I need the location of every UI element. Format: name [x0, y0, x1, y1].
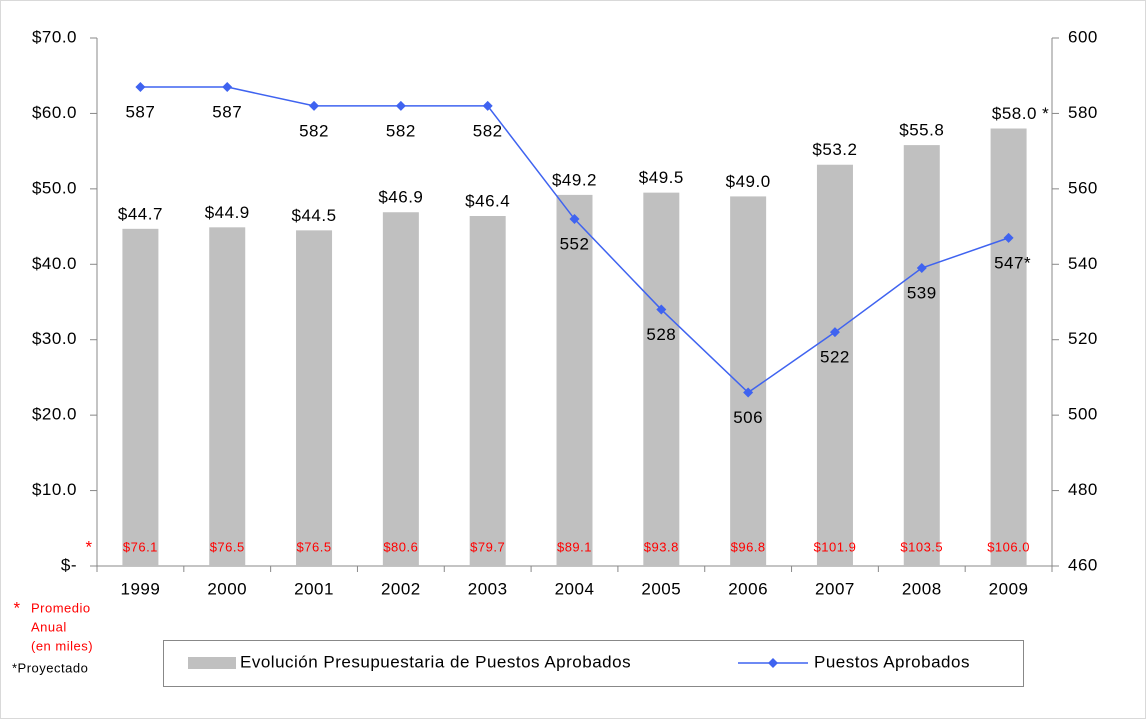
x-tick-label: 2003 [468, 579, 508, 598]
bar-label: $44.9 [205, 203, 250, 222]
line-label: 528 [646, 325, 676, 344]
line-marker [135, 82, 146, 93]
y2-tick-label: 460 [1068, 555, 1098, 574]
y-tick-label: $10.0 [32, 480, 77, 499]
line-marker [482, 100, 493, 111]
line-marker [743, 387, 754, 398]
bar [296, 230, 333, 567]
bar-label: $46.9 [378, 188, 423, 207]
note-asterisk: * [85, 537, 92, 556]
bar-label: $44.7 [118, 204, 163, 223]
x-tick-label: 2002 [381, 579, 421, 598]
y-tick-label: $- [61, 555, 77, 574]
bar-label: $55.8 [899, 121, 944, 140]
line-label: 587 [125, 103, 155, 122]
y-tick-label: $60.0 [32, 103, 77, 122]
y-tick-label: $50.0 [32, 178, 77, 197]
y2-tick-label: 540 [1068, 254, 1098, 273]
bar-label: $53.2 [812, 140, 857, 159]
line-label: 587 [212, 103, 242, 122]
line-label: 522 [820, 348, 850, 367]
legend-swatch [188, 657, 236, 669]
y-tick-label: $40.0 [32, 254, 77, 273]
x-tick-label: 2009 [989, 579, 1029, 598]
bar [556, 194, 593, 567]
legend-label: Evolución Presupuestaria de Puestos Apro… [240, 652, 631, 671]
line-label: 582 [299, 121, 329, 140]
y2-tick-label: 560 [1068, 178, 1098, 197]
x-tick-label: 2007 [815, 579, 855, 598]
average-label: $103.5 [900, 539, 943, 554]
bar [209, 227, 246, 566]
bar-label: $44.5 [292, 206, 337, 225]
projected-note: *Proyectado [12, 660, 88, 675]
y-tick-label: $70.0 [32, 27, 77, 46]
bar-label: $49.2 [552, 170, 597, 189]
y2-tick-label: 500 [1068, 405, 1098, 424]
line-marker [222, 82, 233, 93]
bar [469, 216, 506, 567]
bar-label: $49.5 [639, 168, 684, 187]
bar-label: $49.0 [726, 172, 771, 191]
x-tick-label: 2005 [641, 579, 681, 598]
bar [816, 164, 853, 566]
x-tick-label: 2006 [728, 579, 768, 598]
legend-label: Puestos Aprobados [814, 652, 970, 671]
x-tick-label: 2000 [207, 579, 247, 598]
average-label: $106.0 [987, 539, 1030, 554]
line-label: 582 [386, 121, 416, 140]
x-tick-label: 2008 [902, 579, 942, 598]
bar-label: $46.4 [465, 191, 510, 210]
x-tick-label: 2001 [294, 579, 334, 598]
y2-tick-label: 520 [1068, 329, 1098, 348]
line-label: 582 [473, 121, 503, 140]
average-note: (en miles) [31, 638, 93, 653]
average-note: Promedio [31, 600, 91, 615]
average-label: $89.1 [557, 539, 592, 554]
bar [643, 192, 680, 566]
average-label: $96.8 [731, 539, 766, 554]
x-tick-label: 1999 [120, 579, 160, 598]
line-marker [1003, 232, 1014, 243]
bar [382, 212, 419, 567]
line-marker [569, 214, 580, 225]
bar [903, 145, 940, 566]
average-label: $80.6 [383, 539, 418, 554]
line-label: 552 [560, 235, 590, 254]
y2-tick-label: 480 [1068, 480, 1098, 499]
x-tick-label: 2004 [555, 579, 595, 598]
line-marker [916, 263, 927, 274]
line-marker [829, 327, 840, 338]
y-tick-label: $20.0 [32, 405, 77, 424]
y2-tick-label: 600 [1068, 27, 1098, 46]
average-label: $76.5 [297, 539, 332, 554]
average-note: Anual [31, 619, 67, 634]
legend-box [163, 640, 1024, 687]
bar [122, 228, 159, 566]
bar-label: $58.0 * [992, 104, 1049, 123]
y-tick-label: $30.0 [32, 329, 77, 348]
average-label: $76.1 [123, 539, 158, 554]
line-marker [656, 304, 667, 315]
line-label: 506 [733, 408, 763, 427]
line-marker [309, 100, 320, 111]
y2-tick-label: 580 [1068, 103, 1098, 122]
note-asterisk: * [13, 598, 20, 617]
line-label: 539 [907, 284, 937, 303]
average-label: $93.8 [644, 539, 679, 554]
legend-marker [768, 658, 778, 668]
average-label: $76.5 [210, 539, 245, 554]
bar [990, 128, 1027, 566]
line-marker [395, 100, 406, 111]
line-label: 547* [994, 253, 1031, 272]
average-label: $79.7 [470, 539, 505, 554]
average-label: $101.9 [814, 539, 857, 554]
